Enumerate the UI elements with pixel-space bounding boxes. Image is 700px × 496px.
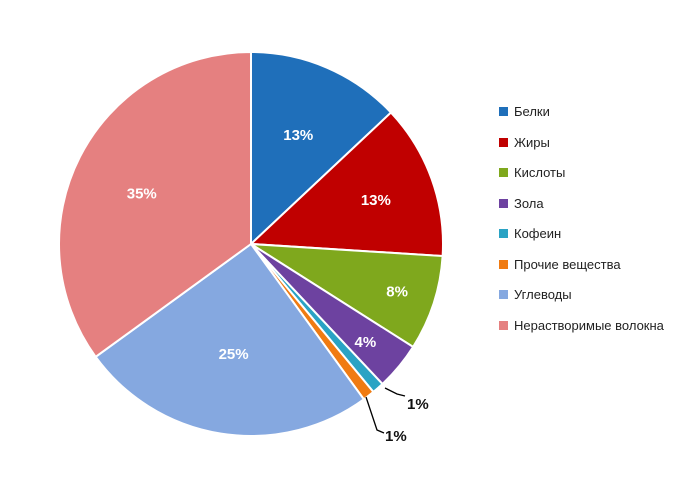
data-label-volokna: 35% (127, 185, 157, 202)
legend-item-kisloty: Кислоты (499, 164, 694, 195)
legend-label-kofein: Кофеин (514, 226, 562, 241)
leader-line-prochie (365, 396, 385, 434)
legend-item-zola: Зола (499, 195, 694, 226)
pie-slice-uglevody (94, 242, 366, 437)
legend-item-zhiry: Жиры (499, 134, 694, 165)
data-label-uglevody: 25% (219, 346, 249, 363)
legend-label-kisloty: Кислоты (514, 165, 566, 180)
data-label-prochie: 1% (385, 428, 407, 445)
pie-slice-kisloty (250, 243, 444, 349)
legend-label-belki: Белки (514, 104, 550, 119)
legend-label-zola: Зола (514, 195, 544, 211)
data-label-zola: 4% (355, 334, 377, 351)
legend-swatch-uglevody (499, 290, 508, 299)
pie-slice-belki (250, 50, 393, 247)
legend-item-volokna: Нерастворимые волокна (499, 317, 694, 348)
legend-swatch-belki (499, 107, 508, 116)
legend-label-prochie: Прочие вещества (514, 256, 621, 272)
leader-line-kofein (384, 387, 406, 397)
legend-swatch-kisloty (499, 168, 508, 177)
data-label-belki: 13% (283, 127, 313, 144)
legend-label-uglevody: Углеводы (514, 287, 572, 302)
data-label-zhiry: 13% (361, 192, 391, 209)
legend-swatch-kofein (499, 229, 508, 238)
legend-item-belki: Белки (499, 103, 694, 134)
legend-swatch-volokna (499, 320, 508, 330)
data-label-kisloty: 8% (386, 283, 408, 300)
legend: Белки Жиры Кислоты Зола Кофеин Прочие ве… (499, 103, 694, 347)
legend-label-zhiry: Жиры (514, 134, 550, 150)
legend-swatch-zhiry (499, 137, 508, 147)
pie-slice-volokna (58, 50, 252, 359)
pie-slice-zhiry (248, 111, 444, 258)
legend-swatch-zola (499, 198, 508, 208)
legend-item-uglevody: Углеводы (499, 286, 694, 317)
data-label-kofein: 1% (407, 396, 429, 413)
legend-item-prochie: Прочие вещества (499, 256, 694, 287)
legend-swatch-prochie (499, 259, 508, 269)
legend-item-kofein: Кофеин (499, 225, 694, 256)
legend-label-volokna: Нерастворимые волокна (514, 317, 664, 333)
